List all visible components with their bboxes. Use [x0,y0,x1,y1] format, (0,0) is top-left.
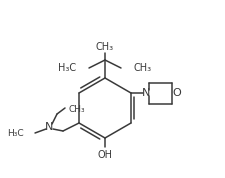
Text: N: N [45,122,53,132]
Text: H₃C: H₃C [58,63,76,73]
Text: O: O [173,88,181,98]
Text: H₃C: H₃C [7,129,24,137]
Text: N: N [142,88,150,98]
Text: OH: OH [97,150,112,160]
Text: CH₃: CH₃ [68,106,85,114]
Text: CH₃: CH₃ [96,42,114,52]
Text: CH₃: CH₃ [134,63,152,73]
